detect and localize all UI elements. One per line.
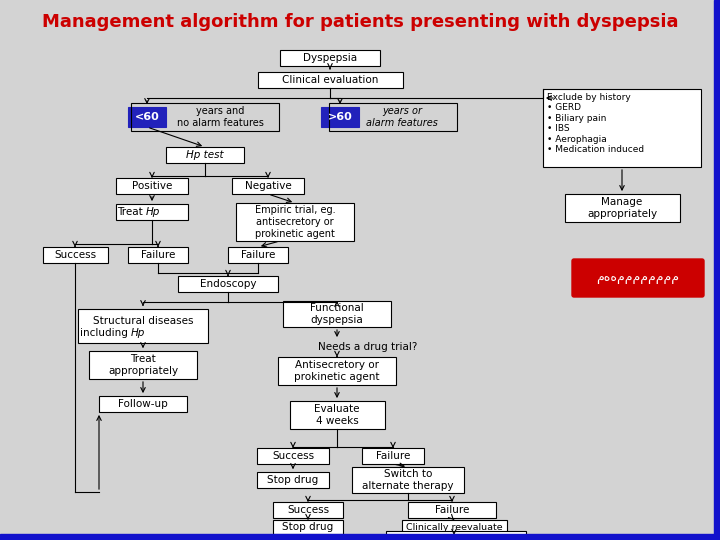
Text: Needs a drug trial?: Needs a drug trial? [318,342,418,352]
FancyBboxPatch shape [362,448,424,464]
FancyBboxPatch shape [99,396,187,412]
Text: including: including [80,328,131,338]
FancyBboxPatch shape [42,247,107,263]
Text: Success: Success [287,505,329,515]
FancyBboxPatch shape [128,247,188,263]
Text: Switch to
alternate therapy: Switch to alternate therapy [362,469,454,491]
FancyBboxPatch shape [564,194,680,222]
FancyBboxPatch shape [402,520,506,534]
Text: Evaluate
4 weeks: Evaluate 4 weeks [314,404,360,426]
Text: Follow-up: Follow-up [118,399,168,409]
Text: Additional options of
uncertain efficacy
• Behavioral/psychotherapy
• Antidepres: Additional options of uncertain efficacy… [389,537,510,540]
FancyBboxPatch shape [408,502,496,518]
Text: <60: <60 [135,112,159,122]
Text: Failure: Failure [141,250,175,260]
Text: Structural diseases: Structural diseases [93,316,193,326]
Text: Hp: Hp [131,328,145,338]
Text: Positive: Positive [132,181,172,191]
FancyBboxPatch shape [257,448,329,464]
FancyBboxPatch shape [714,0,720,540]
Text: Success: Success [272,451,314,461]
FancyBboxPatch shape [236,203,354,241]
Text: Stop drug: Stop drug [267,475,319,485]
FancyBboxPatch shape [273,502,343,518]
FancyBboxPatch shape [352,467,464,493]
Text: Dyspepsia: Dyspepsia [303,53,357,63]
Text: Antisecretory or
prokinetic agent: Antisecretory or prokinetic agent [294,360,379,382]
Text: Treat: Treat [117,207,146,217]
Text: Exclude by history
• GERD
• Biliary pain
• IBS
• Aerophagia
• Medication induced: Exclude by history • GERD • Biliary pain… [547,93,644,154]
FancyBboxPatch shape [278,357,396,385]
Text: Failure: Failure [240,250,275,260]
FancyBboxPatch shape [283,301,391,327]
Text: Stop drug: Stop drug [282,522,333,532]
FancyBboxPatch shape [386,531,526,540]
FancyBboxPatch shape [89,351,197,379]
Text: Clinical evaluation: Clinical evaluation [282,75,378,85]
Text: Failure: Failure [376,451,410,461]
Text: >60: >60 [328,112,352,122]
FancyBboxPatch shape [166,147,244,163]
FancyBboxPatch shape [128,107,166,127]
FancyBboxPatch shape [289,401,384,429]
FancyBboxPatch shape [273,520,343,534]
FancyBboxPatch shape [78,309,208,343]
Text: years and
no alarm features: years and no alarm features [176,106,264,128]
Text: Functional
dyspepsia: Functional dyspepsia [310,303,364,325]
FancyBboxPatch shape [116,178,188,194]
Text: Hp test: Hp test [186,150,224,160]
FancyBboxPatch shape [321,107,359,127]
Text: Negative: Negative [245,181,292,191]
FancyBboxPatch shape [280,50,380,66]
FancyBboxPatch shape [572,259,704,297]
FancyBboxPatch shape [228,247,288,263]
Text: Success: Success [54,250,96,260]
Text: مههمممممممم: مههمممممممم [596,272,680,285]
FancyBboxPatch shape [543,89,701,167]
Text: Endoscopy: Endoscopy [199,279,256,289]
FancyBboxPatch shape [257,472,329,488]
Text: years or
alarm features: years or alarm features [366,106,438,128]
Text: Manage
appropriately: Manage appropriately [587,197,657,219]
Text: Failure: Failure [435,505,469,515]
Text: Hp: Hp [146,207,161,217]
FancyBboxPatch shape [116,204,188,220]
Text: Empiric trial, eg.
antisecretory or
prokinetic agent: Empiric trial, eg. antisecretory or prok… [255,205,336,239]
Text: Clinically reevaluate: Clinically reevaluate [405,523,503,531]
Text: Management algorithm for patients presenting with dyspepsia: Management algorithm for patients presen… [42,13,678,31]
FancyBboxPatch shape [178,276,278,292]
FancyBboxPatch shape [232,178,304,194]
FancyBboxPatch shape [258,72,402,88]
Text: Treat
appropriately: Treat appropriately [108,354,178,376]
FancyBboxPatch shape [0,534,720,540]
